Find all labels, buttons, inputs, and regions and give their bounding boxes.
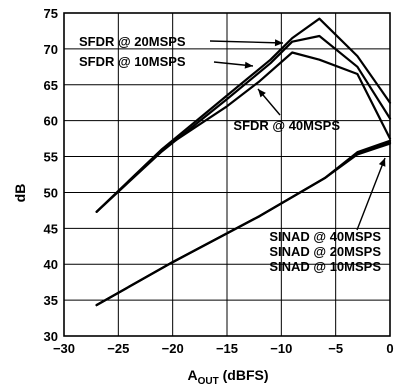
x-tick-label: −5	[328, 341, 343, 356]
x-tick-label: −10	[270, 341, 292, 356]
annotation-arrowhead	[258, 89, 266, 98]
x-tick-labels: −30 −25 −20 −15 −10 −5 0	[53, 341, 394, 356]
annotation-leader	[209, 40, 284, 44]
y-tick-label: 55	[44, 150, 58, 165]
y-axis-label: dB	[12, 184, 28, 203]
annotation-arrowhead	[274, 39, 283, 47]
annotation-label: SINAD @ 40MSPS	[269, 229, 381, 244]
y-tick-label: 70	[44, 42, 58, 57]
y-tick-label: 35	[44, 293, 58, 308]
annotation-label: SFDR @ 40MSPS	[233, 118, 340, 133]
annotation-label: SFDR @ 20MSPS	[79, 34, 186, 49]
annotation-leader	[356, 157, 386, 231]
y-tick-labels: 30 35 40 45 50 55 60 65 70 75	[44, 6, 58, 344]
x-tick-label: −25	[107, 341, 129, 356]
x-tick-label: −20	[162, 341, 184, 356]
annotation-arrowhead	[244, 61, 253, 69]
x-axis-label-sub: OUT	[198, 376, 219, 387]
annotation-label: SFDR @ 10MSPS	[79, 54, 186, 69]
series-lines	[95, 17, 392, 307]
y-tick-label: 40	[44, 257, 58, 272]
annotation-label: SINAD @ 10MSPS	[269, 259, 381, 274]
series-line-1	[95, 17, 392, 213]
annotations: SFDR @ 20MSPS SFDR @ 10MSPS SFDR @ 40MSPS S…	[79, 34, 381, 274]
y-tick-label: 30	[44, 329, 58, 344]
y-tick-label: 75	[44, 6, 58, 21]
series-line-3	[95, 51, 392, 213]
y-tick-label: 65	[44, 78, 58, 93]
x-tick-label: −30	[53, 341, 75, 356]
y-tick-label: 45	[44, 221, 58, 236]
x-axis-label-rest: (dBFS)	[219, 367, 269, 383]
annotation-arrowhead	[378, 158, 386, 167]
x-tick-label: −15	[216, 341, 238, 356]
x-axis-label: AOUT (dBFS)	[188, 367, 269, 387]
x-axis-label-main: A	[188, 367, 198, 383]
annotation-label: SINAD @ 20MSPS	[269, 244, 381, 259]
series-line-6	[95, 139, 392, 307]
x-tick-label: 0	[386, 341, 393, 356]
y-tick-label: 60	[44, 114, 58, 129]
annotation-leaders	[209, 39, 386, 231]
y-tick-label: 50	[44, 185, 58, 200]
plot-frame	[63, 12, 391, 337]
